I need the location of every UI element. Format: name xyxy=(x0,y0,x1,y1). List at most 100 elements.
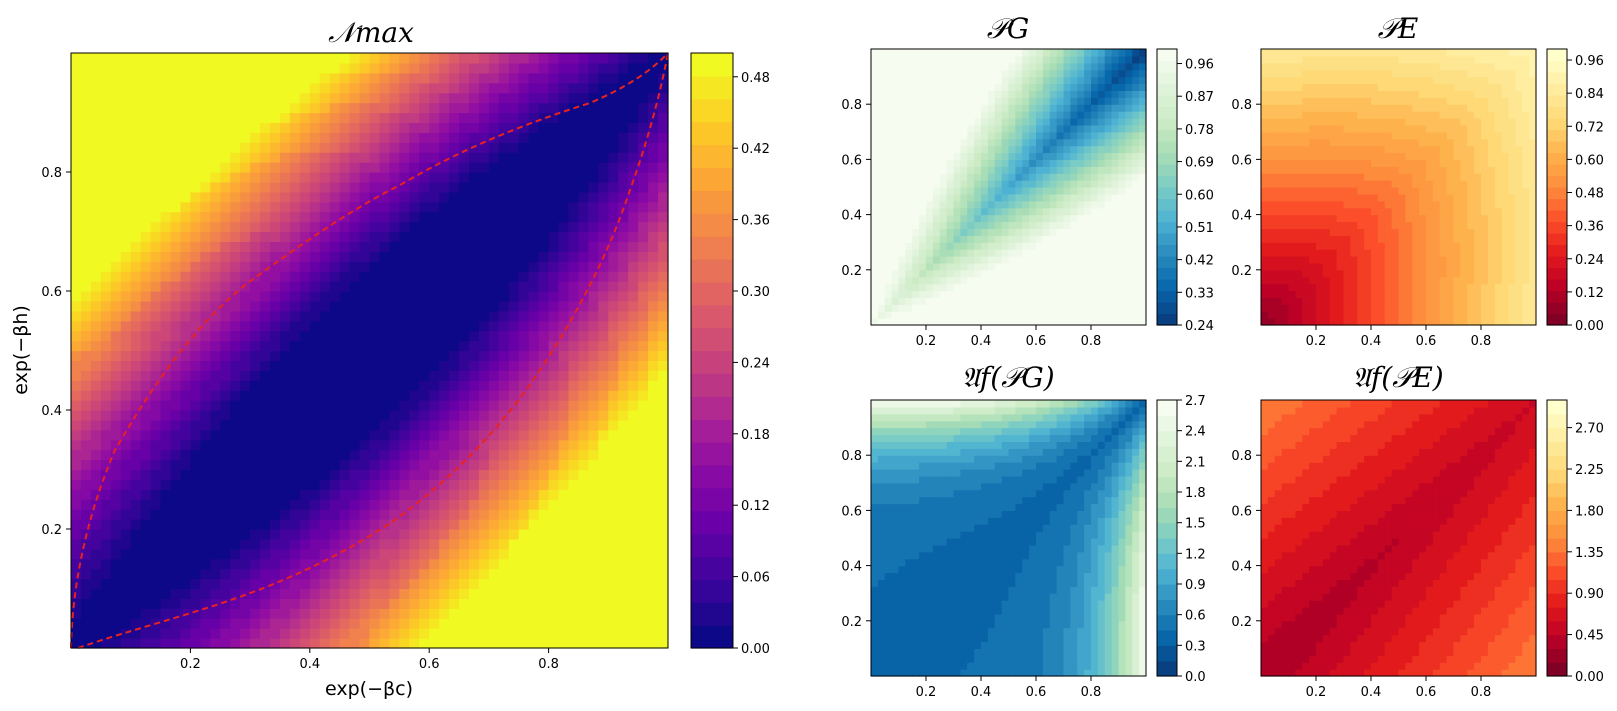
heatmap-cell xyxy=(974,276,982,285)
heatmap-cell xyxy=(130,370,142,381)
heatmap-cell xyxy=(130,320,142,332)
heatmap-cell xyxy=(110,122,122,133)
heatmap-cell xyxy=(877,145,886,154)
heatmap-cell xyxy=(120,340,132,352)
heatmap-cell xyxy=(110,162,122,173)
heatmap-cell xyxy=(200,181,211,193)
heatmap-cell xyxy=(110,538,122,550)
heatmap-cell xyxy=(150,72,162,84)
heatmap-cell xyxy=(987,104,996,112)
heatmap-cell xyxy=(578,439,589,451)
heatmap-cell xyxy=(1049,276,1058,285)
heatmap-cell xyxy=(349,271,361,282)
heatmap-cell xyxy=(110,102,122,114)
heatmap-cell xyxy=(981,214,989,223)
heatmap-cell xyxy=(449,340,460,352)
heatmap-cell xyxy=(568,628,580,639)
heatmap-cell xyxy=(180,628,191,639)
heatmap-cell xyxy=(538,499,550,510)
heatmap-cell xyxy=(180,499,191,510)
heatmap-cell xyxy=(498,340,510,352)
heatmap-cell xyxy=(260,132,271,143)
heatmap-cell xyxy=(898,111,906,119)
heatmap-cell xyxy=(379,320,390,332)
heatmap-cell xyxy=(309,132,321,143)
heatmap-cell xyxy=(289,172,301,183)
heatmap-cell xyxy=(110,92,122,104)
heatmap-cell xyxy=(578,628,589,639)
heatmap-cell xyxy=(548,281,560,292)
heatmap-cell xyxy=(905,297,913,305)
heatmap-cell xyxy=(150,181,162,193)
heatmap-cell xyxy=(459,390,470,401)
heatmap-cell xyxy=(100,578,112,590)
heatmap-cell xyxy=(140,72,152,84)
heatmap-cell xyxy=(588,201,599,213)
heatmap-cell xyxy=(974,76,982,85)
heatmap-cell xyxy=(389,350,400,362)
heatmap-cell xyxy=(250,310,261,322)
heatmap-cell xyxy=(309,469,321,481)
heatmap-cell xyxy=(658,221,669,233)
heatmap-cell xyxy=(339,340,351,352)
heatmap-cell xyxy=(891,159,900,167)
heatmap-cell xyxy=(598,72,609,84)
heatmap-cell xyxy=(270,578,281,590)
heatmap-cell xyxy=(309,162,321,173)
heatmap-cell xyxy=(987,124,996,133)
heatmap-cell xyxy=(100,410,112,421)
heatmap-cell xyxy=(379,538,390,550)
heatmap-cell xyxy=(469,380,480,391)
heatmap-cell xyxy=(289,82,301,94)
heatmap-cell xyxy=(1070,311,1078,319)
heatmap-cell xyxy=(299,390,311,401)
heatmap-cell xyxy=(170,429,182,441)
heatmap-cell xyxy=(369,628,381,639)
heatmap-cell xyxy=(994,138,1003,147)
heatmap-cell xyxy=(210,558,221,570)
heatmap-cell xyxy=(270,538,281,550)
heatmap-cell xyxy=(508,390,520,401)
heatmap-cell xyxy=(658,538,669,550)
heatmap-cell xyxy=(967,228,975,236)
heatmap-cell xyxy=(953,228,961,236)
heatmap-cell xyxy=(170,340,182,352)
heatmap-cell xyxy=(658,509,669,520)
heatmap-cell xyxy=(478,181,490,193)
heatmap-cell xyxy=(488,598,500,609)
heatmap-cell xyxy=(508,439,520,451)
heatmap-cell xyxy=(71,390,82,401)
heatmap-cell xyxy=(419,499,430,510)
heatmap-cell xyxy=(905,97,913,105)
heatmap-cell xyxy=(200,112,211,124)
heatmap-cell xyxy=(200,271,211,282)
heatmap-cell xyxy=(919,131,927,140)
heatmap-cell xyxy=(1091,249,1099,257)
heatmap-cell xyxy=(939,49,948,57)
heatmap-cell xyxy=(658,380,669,391)
heatmap-cell xyxy=(488,142,500,153)
heatmap-cell xyxy=(528,568,540,580)
heatmap-cell xyxy=(658,340,669,352)
heatmap-cell xyxy=(946,228,955,236)
heatmap-cell xyxy=(558,509,570,520)
heatmap-cell xyxy=(981,145,989,154)
heatmap-cell xyxy=(170,231,182,243)
heatmap-cell xyxy=(80,211,92,223)
heatmap-cell xyxy=(919,290,927,298)
heatmap-cell xyxy=(898,131,906,140)
heatmap-cell xyxy=(329,529,341,540)
heatmap-cell xyxy=(319,201,331,213)
heatmap-cell xyxy=(1070,90,1078,98)
heatmap-cell xyxy=(518,82,530,94)
heatmap-cell xyxy=(100,330,112,342)
heatmap-cell xyxy=(160,439,172,451)
heatmap-cell xyxy=(409,251,420,262)
heatmap-cell xyxy=(548,142,560,153)
heatmap-cell xyxy=(548,132,560,143)
heatmap-cell xyxy=(488,400,500,411)
heatmap-cell xyxy=(1077,83,1085,91)
heatmap-cell xyxy=(488,638,500,649)
heatmap-cell xyxy=(250,459,261,471)
heatmap-cell xyxy=(638,618,649,629)
